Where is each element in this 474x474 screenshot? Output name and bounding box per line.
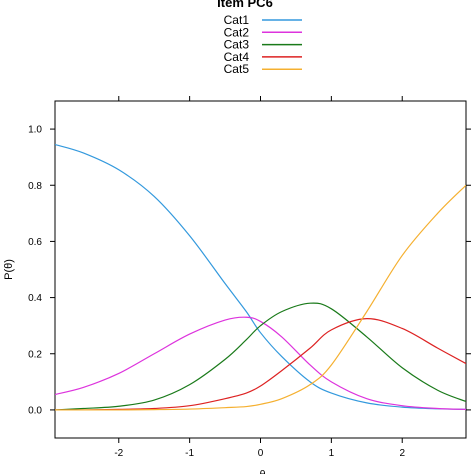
y-tick-label-5: 1.0	[28, 125, 42, 136]
chart-title: Item PC6	[217, 0, 273, 10]
series-line-cat2	[55, 316, 466, 410]
series-line-cat1	[55, 143, 466, 410]
legend-label-cat5: Cat5	[224, 62, 250, 76]
x-tick-label-1: -1	[185, 448, 194, 459]
series-line-cat4	[55, 318, 466, 411]
x-tick-label-0: -2	[114, 448, 123, 459]
y-tick-label-1: 0.2	[28, 349, 42, 360]
legend-label-cat2: Cat2	[224, 25, 250, 39]
legend-label-cat1: Cat1	[224, 13, 250, 27]
y-tick-label-2: 0.4	[28, 293, 42, 304]
axis-ticks: -2 -1 0 1 2 0.0 0.2 0.4 0.6 0.8 1.0	[28, 96, 471, 459]
series-lines	[55, 143, 466, 411]
plot-frame	[54, 100, 467, 439]
x-tick-label-2: 0	[258, 448, 264, 459]
x-tick-label-3: 1	[329, 448, 335, 459]
series-line-cat5	[55, 184, 466, 411]
y-tick-label-4: 0.8	[28, 181, 42, 192]
y-axis-label: P(θ)	[3, 259, 15, 280]
x-axis-label: θ	[259, 469, 265, 474]
plot-area	[54, 100, 467, 439]
legend-label-cat4: Cat4	[224, 50, 250, 64]
legend-label-cat3: Cat3	[224, 38, 250, 52]
y-tick-label-0: 0.0	[28, 405, 42, 416]
series-line-cat3	[55, 302, 466, 411]
y-tick-label-3: 0.6	[28, 237, 42, 248]
x-tick-label-4: 2	[399, 448, 405, 459]
